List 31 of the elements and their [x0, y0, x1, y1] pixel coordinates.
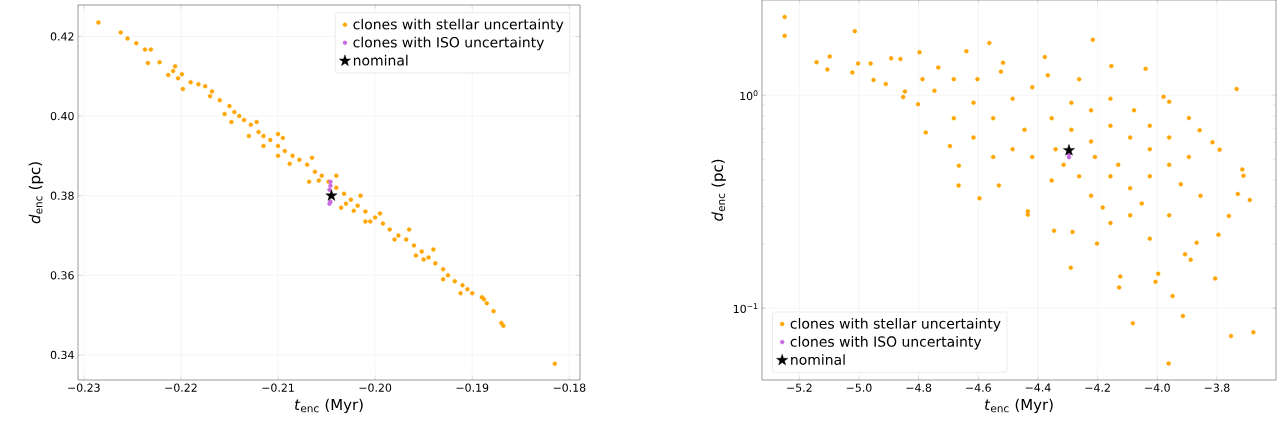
y-tick-label: 0.38 [50, 191, 74, 200]
x-tick-label: −4.2 [1085, 383, 1110, 392]
legend-label: clones with ISO uncertainty [790, 336, 982, 350]
x-tick-label: −3.8 [1204, 383, 1230, 392]
y-tick-label: 10$^{0}$ [740, 90, 758, 101]
legend-label: clones with stellar uncertainty [790, 318, 1001, 332]
x-tick-label: −0.21 [262, 383, 294, 392]
x-tick-label: −5.0 [846, 383, 872, 392]
x-tick-label: −5.2 [787, 383, 812, 392]
y-tick-label: 0.40 [50, 111, 74, 121]
x-tick-label: −0.18 [553, 383, 586, 392]
x-tick-label: −4.6 [966, 383, 991, 392]
x-axis-title: t$_{enc}$ (Myr) [985, 398, 1053, 414]
x-axis-title: t$_{enc}$ (Myr) [294, 398, 363, 414]
x-tick-label: −4.0 [1145, 383, 1170, 392]
y-axis-title: d$_{enc}$ (pc) [711, 159, 726, 221]
x-tick-label: −4.8 [906, 383, 932, 392]
legend-label: clones with stellar uncertainty [353, 18, 564, 33]
legend-label: nominal [353, 54, 408, 66]
y-axis-title: d$_{enc}$ (pc) [28, 162, 44, 224]
y-tick-label: 0.42 [50, 32, 74, 41]
x-tick-label: −4.4 [1025, 383, 1051, 392]
x-tick-label: −0.23 [68, 383, 100, 392]
x-tick-label: −0.19 [456, 383, 489, 392]
legend-label: nominal [791, 354, 845, 365]
y-tick-label: 0.34 [50, 350, 74, 360]
x-tick-label: −0.22 [165, 383, 197, 392]
legend-label: clones with ISO uncertainty [353, 36, 544, 51]
y-tick-label: 10$^{−1}$ [733, 303, 758, 314]
y-tick-label: 0.36 [50, 271, 74, 280]
x-tick-label: −0.20 [359, 383, 392, 392]
